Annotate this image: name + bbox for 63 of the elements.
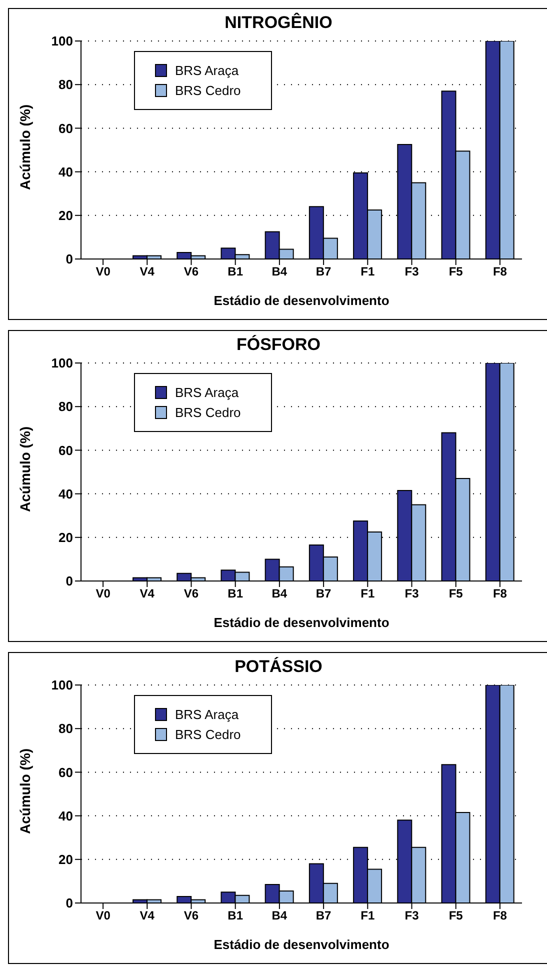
x-tick-label: B7 <box>316 586 332 601</box>
legend-label: BRS Cedro <box>175 83 241 98</box>
y-tick-label: 100 <box>51 356 73 371</box>
chart-title: FÓSFORO <box>235 334 322 356</box>
x-tick-label: B4 <box>272 264 288 279</box>
x-tick-label: B4 <box>272 908 288 923</box>
y-tick-label: 80 <box>58 399 73 414</box>
y-tick-label: 40 <box>58 808 73 824</box>
x-tick-label: V6 <box>184 586 199 601</box>
y-tick-label: 80 <box>58 77 73 92</box>
x-tick-label: F1 <box>360 264 375 279</box>
y-tick-label: 0 <box>66 252 73 267</box>
x-tick-label: F3 <box>404 908 420 923</box>
y-tick-label: 0 <box>66 896 73 911</box>
legend-label: BRS Araça <box>175 63 239 78</box>
x-tick-label: F1 <box>360 586 375 601</box>
legend-label: BRS Cedro <box>175 727 241 742</box>
chart-title: NITROGÊNIO <box>224 12 334 34</box>
y-axis-title: Acúmulo (%) <box>16 748 33 834</box>
x-tick-label: B1 <box>228 264 244 279</box>
y-tick-label: 80 <box>58 721 73 736</box>
x-axis-title: Estádio de desenvolvimento <box>214 293 390 308</box>
x-tick-label: F3 <box>404 264 420 279</box>
legend-label: BRS Araça <box>175 707 239 722</box>
y-tick-label: 20 <box>58 208 73 224</box>
x-tick-label: F8 <box>492 586 508 601</box>
x-tick-label: F5 <box>448 586 464 601</box>
y-tick-label: 60 <box>58 120 73 136</box>
y-tick-label: 60 <box>58 442 73 458</box>
chart-title: POTÁSSIO <box>234 656 324 678</box>
x-tick-label: V0 <box>96 908 111 923</box>
x-tick-label: F8 <box>492 264 508 279</box>
x-tick-label: V4 <box>140 908 155 923</box>
x-tick-label: B7 <box>316 908 332 923</box>
x-tick-label: B1 <box>228 908 244 923</box>
y-tick-label: 0 <box>66 574 73 589</box>
x-tick-label: B1 <box>228 586 244 601</box>
y-tick-label: 40 <box>58 486 73 502</box>
x-tick-label: B4 <box>272 586 288 601</box>
y-axis-title: Acúmulo (%) <box>16 426 33 512</box>
legend-label: BRS Cedro <box>175 405 241 420</box>
x-tick-label: F8 <box>492 908 508 923</box>
y-tick-label: 20 <box>58 852 73 868</box>
x-tick-label: V6 <box>184 908 199 923</box>
x-tick-label: V4 <box>140 264 155 279</box>
x-tick-label: V6 <box>184 264 199 279</box>
y-tick-label: 40 <box>58 164 73 180</box>
y-tick-label: 20 <box>58 530 73 546</box>
x-tick-label: F3 <box>404 586 420 601</box>
x-tick-label: F5 <box>448 908 464 923</box>
x-tick-label: F5 <box>448 264 464 279</box>
x-tick-label: V0 <box>96 264 111 279</box>
y-tick-label: 60 <box>58 764 73 780</box>
y-tick-label: 100 <box>51 678 73 693</box>
x-tick-label: F1 <box>360 908 375 923</box>
x-axis-title: Estádio de desenvolvimento <box>214 937 390 952</box>
x-axis-title: Estádio de desenvolvimento <box>214 615 390 630</box>
y-tick-label: 100 <box>51 34 73 49</box>
x-tick-label: V0 <box>96 586 111 601</box>
x-tick-label: V4 <box>140 586 155 601</box>
x-tick-label: B7 <box>316 264 332 279</box>
legend-label: BRS Araça <box>175 385 239 400</box>
y-axis-title: Acúmulo (%) <box>16 104 33 190</box>
